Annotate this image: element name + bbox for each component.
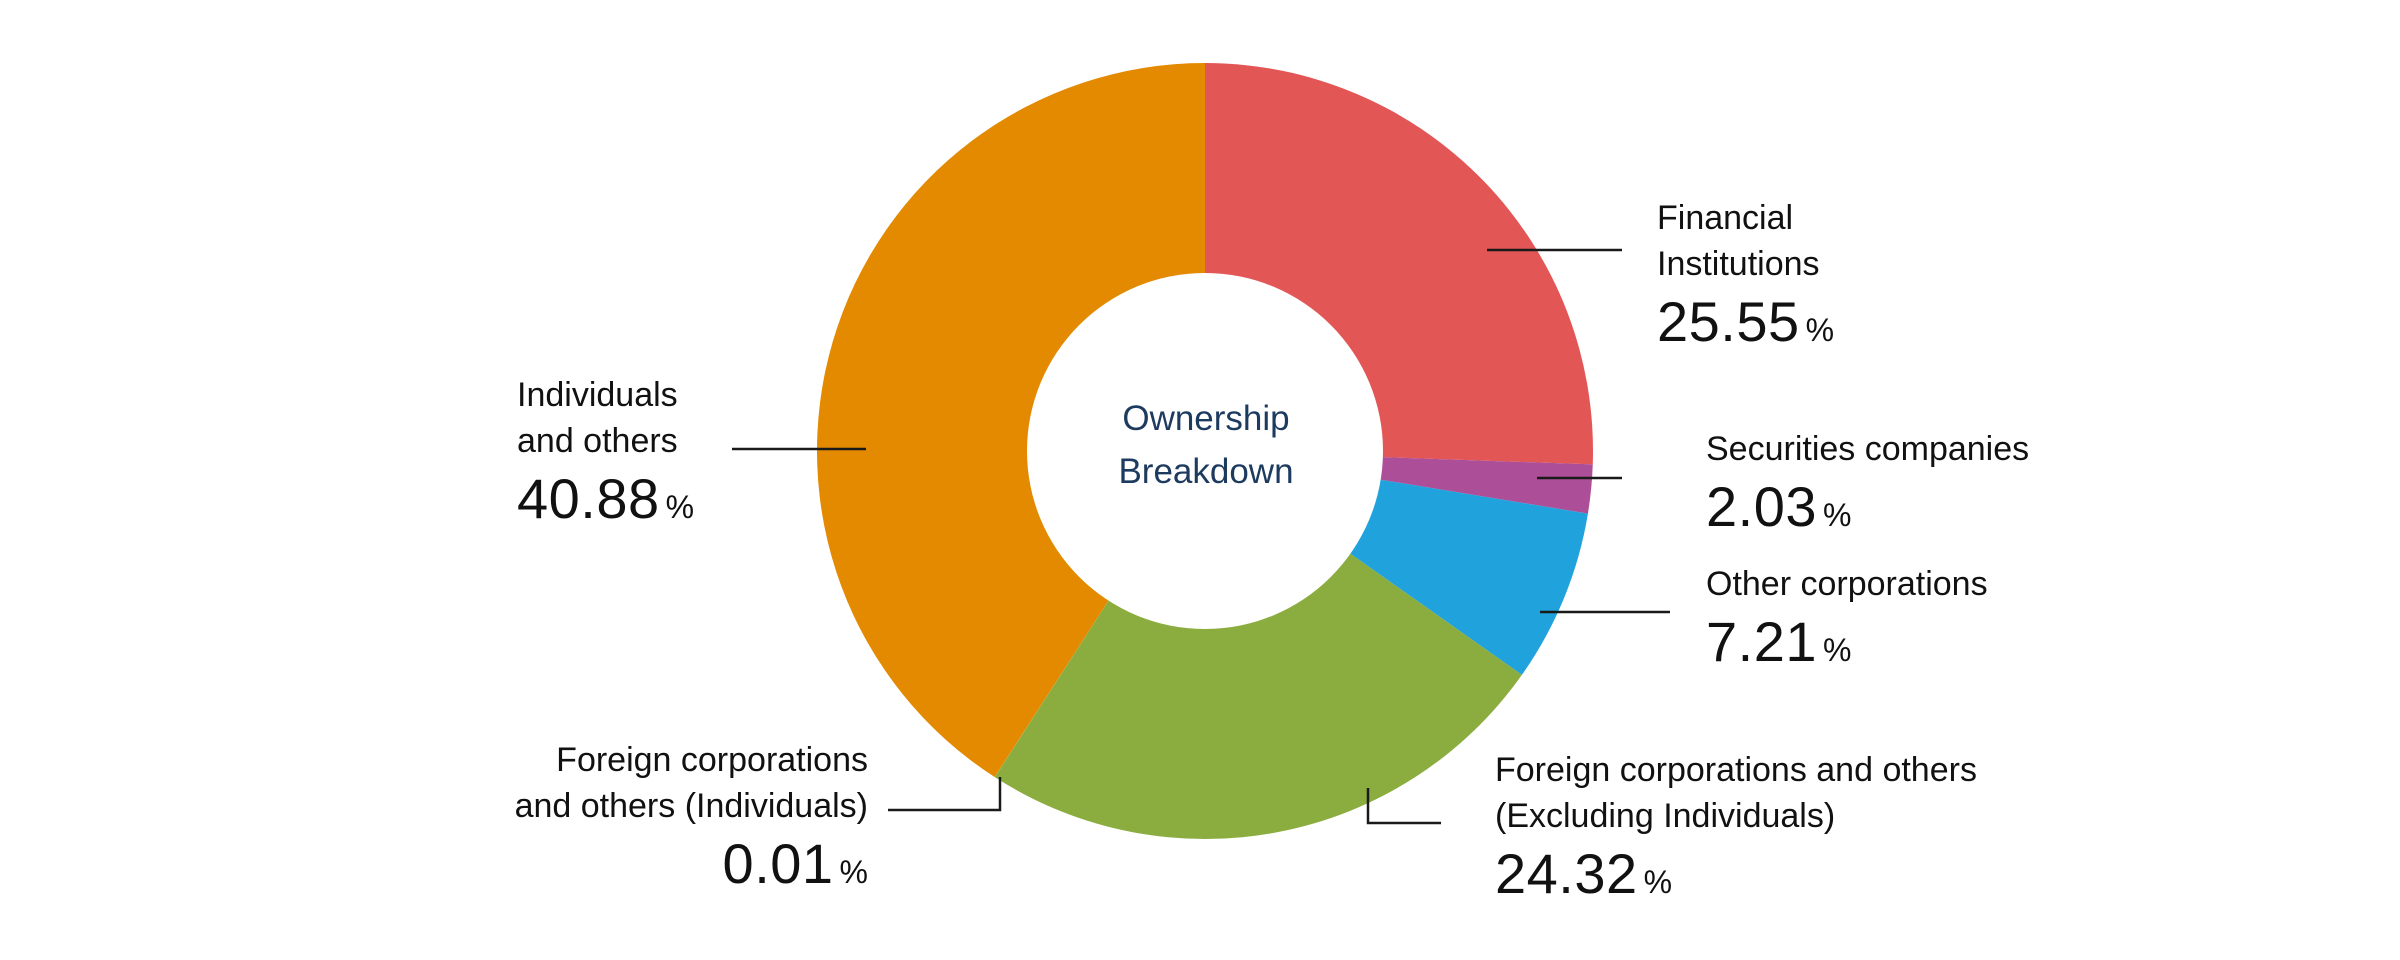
label-name-line2: and others (Individuals) (514, 786, 868, 825)
label-value: 25.55% (1657, 289, 1835, 353)
label-name-line1: Foreign corporations (556, 741, 868, 779)
label-value: 40.88% (517, 466, 695, 530)
label-value: 2.03% (1706, 474, 1852, 538)
center-title-line1: Ownership (1122, 399, 1290, 438)
label-name-line1: Securities companies (1706, 430, 2030, 468)
chart-center-title: Ownership Breakdown (1028, 392, 1384, 498)
label-value: 0.01% (722, 831, 868, 895)
leader-lines (732, 248, 1670, 825)
donut-hole (1027, 273, 1383, 629)
label-name-line2: and others (517, 421, 678, 460)
label-value: 24.32% (1495, 841, 1673, 905)
label-name-line1: Other corporations (1706, 565, 1988, 603)
leader-line-foreign-indiv (888, 777, 1002, 812)
label-financial-institutions: Financial Institutions 25.55% (1657, 196, 1834, 359)
label-securities-companies: Securities companies 2.03% (1706, 427, 2029, 544)
label-name-line1: Foreign corporations and others (1495, 751, 1977, 789)
label-name-line2: Institutions (1657, 244, 1820, 283)
leader-line-foreign-excl (1366, 788, 1441, 825)
slice-foreign-corporations-and-others-excluding-individuals (994, 451, 1522, 839)
label-other-corporations: Other corporations 7.21% (1706, 562, 1988, 679)
label-name-line1: Financial (1657, 199, 1794, 237)
label-foreign-individuals: Foreign corporations and others (Individ… (360, 738, 868, 901)
center-title-line2: Breakdown (1118, 452, 1294, 491)
label-name-line2: (Excluding Individuals) (1495, 796, 1836, 835)
label-name-line1: Individuals (517, 376, 678, 414)
label-individuals-and-others: Individuals and others 40.88% (517, 373, 694, 536)
label-foreign-excluding-individuals: Foreign corporations and others (Excludi… (1495, 748, 1977, 911)
label-value: 7.21% (1706, 609, 1852, 673)
